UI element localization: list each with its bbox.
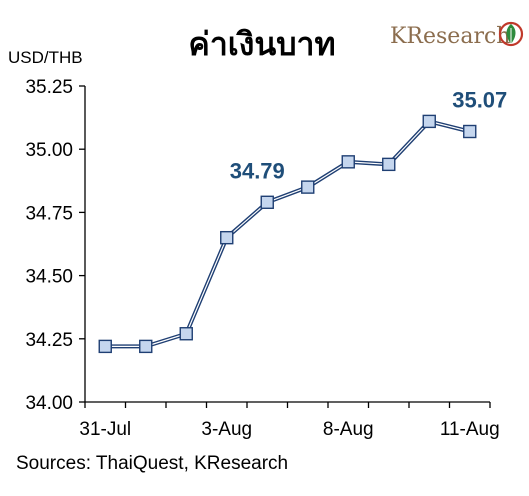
data-point [98,339,112,354]
data-point [179,327,193,341]
logo-text: KResearch [390,24,510,49]
data-label: 34.79 [230,158,285,183]
data-point [139,339,153,354]
data-point [463,124,477,139]
series-line [105,119,471,349]
kbank-leaf-icon [498,21,524,47]
y-tick-label: 34.50 [25,267,73,288]
x-ticks: 31-Jul 3-Aug 8-Aug 11-Aug [79,402,500,440]
y-ticks: 35.25 35.00 34.75 34.50 34.25 34.00 [25,77,85,414]
data-point [220,230,234,245]
data-point [422,114,436,129]
x-tick-label: 8-Aug [323,419,374,440]
data-label: 35.07 [452,88,507,113]
y-axis-label: USD/THB [8,48,83,67]
x-tick-label: 31-Jul [79,419,131,440]
data-point [382,157,396,172]
kresearch-logo: KResearch [390,21,524,49]
x-tick-label: 11-Aug [440,419,500,440]
data-point [260,195,274,209]
chart-title: ค่าเงินบาท [188,25,335,63]
plot-area: 35.25 35.00 34.75 34.50 34.25 34.00 31-Jul 3-A… [25,77,507,440]
data-point [341,155,355,169]
source-note: Sources: ThaiQuest, KResearch [16,453,288,474]
x-tick-label: 3-Aug [201,419,252,440]
y-tick-label: 34.25 [25,330,73,351]
y-tick-label: 34.75 [25,203,73,224]
series-usd-thb [98,114,477,354]
y-tick-label: 34.00 [25,393,73,414]
data-point [301,180,315,194]
y-tick-label: 35.00 [25,140,73,161]
annotations: 34.79 35.07 [230,88,508,184]
series-line-highlight [105,120,470,347]
y-tick-label: 35.25 [25,77,73,98]
